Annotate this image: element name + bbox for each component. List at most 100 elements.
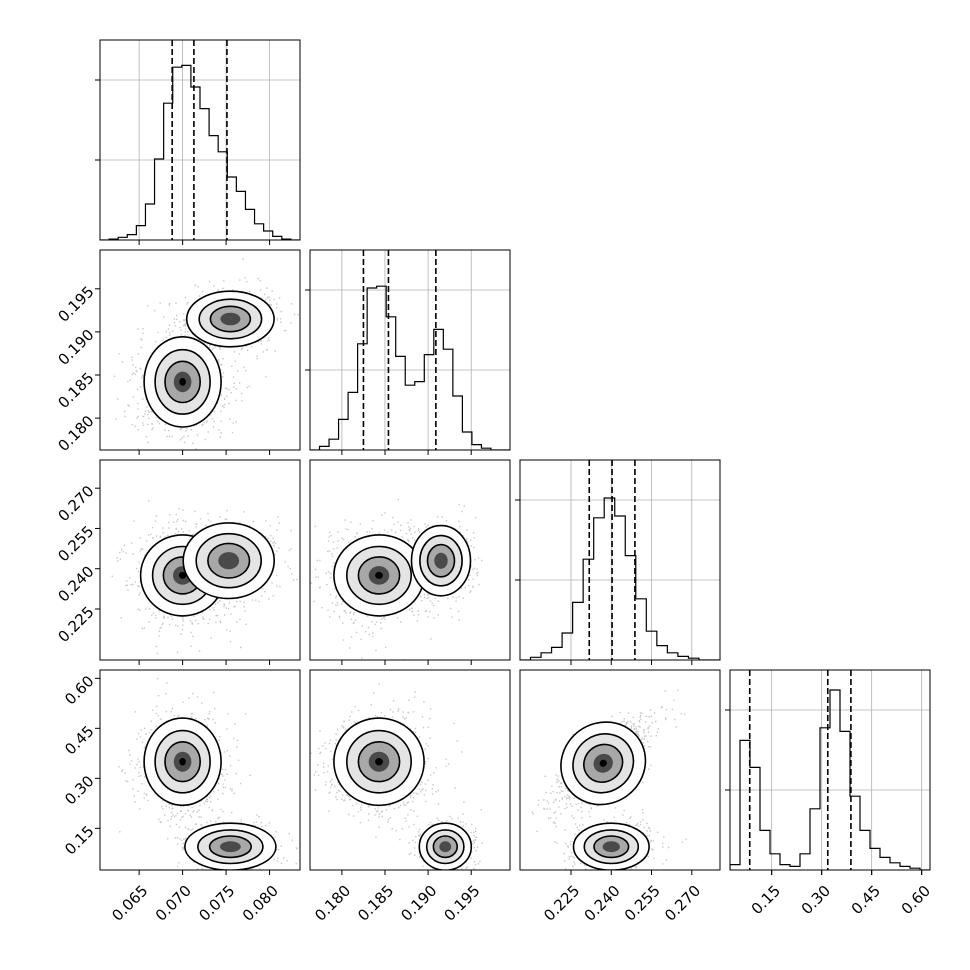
density-fill [375,758,383,766]
axes-frame [519,459,721,661]
y-tick-label: 0.190 [54,326,97,369]
histogram-line [520,497,720,660]
y-tick-label: 0.270 [54,482,97,525]
density-fill [220,312,241,326]
contour-line [345,545,413,606]
scatter-panel-1-3 [111,500,298,655]
density-mode-2 [572,822,650,870]
contour-line [195,532,262,589]
density-mode-1 [333,534,425,617]
density-mode-2 [418,822,473,870]
x-tick-label: 0.190 [397,882,440,925]
contour-line [418,822,473,870]
density-fill [434,552,448,569]
y-tick-label: 0.15 [61,822,97,858]
contour-line [143,717,222,807]
density-mode-2 [410,524,472,597]
axes-frame [519,669,721,871]
contour-line [410,524,472,597]
contour-line [154,729,211,794]
x-tick-label: 0.065 [108,882,151,925]
contour-line [333,717,425,807]
axes-frame [99,249,301,451]
density-fill [179,378,186,386]
contour-line [154,348,211,415]
density-fill [220,841,241,853]
x-tick-label: 0.270 [661,882,704,925]
histogram-panel-2 [310,250,510,450]
contour-line [572,733,635,794]
x-tick-label: 0.070 [152,882,195,925]
density-fill [599,759,607,767]
density-fill [375,571,383,579]
y-tick-label: 0.45 [61,722,97,758]
histogram-line [310,285,510,450]
y-tick-label: 0.30 [61,772,97,808]
y-tick-label: 0.225 [54,603,97,646]
contour-line [419,534,463,587]
axes-frame [309,669,511,871]
density-fill [439,841,452,853]
y-tick-label: 0.240 [54,563,97,606]
scatter-panel-1-2 [113,258,299,450]
histogram-line [730,689,930,870]
axes-frame [729,669,931,871]
x-tick-label: 0.080 [239,882,282,925]
scatter-panel-1-4 [118,678,300,870]
axes-frame [99,39,301,241]
density-mode-2 [182,522,275,600]
histogram-panel-3 [520,460,720,660]
histogram-panel-1 [100,40,300,240]
contour-line [425,829,465,865]
contour-line [593,835,630,859]
contour-line [184,822,277,870]
y-tick-label: 0.255 [54,522,97,565]
axes-frame [309,249,511,451]
contour-line [182,522,275,600]
contour-line [560,721,647,806]
x-tick-label: 0.225 [540,882,583,925]
y-tick-label: 0.185 [54,369,97,412]
x-tick-label: 0.180 [311,882,354,925]
contour-line [432,835,458,859]
y-tick-label: 0.195 [54,283,97,326]
density-fill [179,758,186,766]
scatter-panel-2-3 [310,498,483,660]
contour-line [208,835,252,859]
density-fill [602,841,620,853]
x-tick-label: 0.185 [354,882,397,925]
density-fill [179,571,187,579]
axes-frame [309,459,511,661]
contour-line [164,741,202,783]
y-tick-label: 0.60 [61,672,97,708]
contour-line [583,829,640,865]
scatter-panel-3-4 [531,689,687,870]
density-mode-2 [184,822,277,870]
contour-line [185,290,275,348]
density-mode-1 [143,717,222,807]
contour-line [209,305,252,333]
axes-frame [99,459,301,661]
contour-line [426,543,456,578]
y-tick-label: 0.180 [54,412,97,455]
contour-line [164,360,202,404]
scatter-panel-2-4 [310,683,483,870]
contour-line [357,741,401,783]
contour-line [143,335,222,428]
density-mode-2 [185,290,275,348]
x-tick-label: 0.60 [898,882,934,918]
contour-line [572,822,650,870]
histogram-line [100,64,300,240]
contour-line [357,556,401,595]
x-tick-label: 0.45 [848,882,884,918]
contour-line [583,743,624,783]
contour-line [198,298,263,340]
density-mode-1 [143,335,222,428]
density-mode-1 [560,721,647,806]
x-tick-label: 0.15 [748,882,784,918]
contour-line [345,729,413,794]
axes-frame [99,669,301,871]
contour-line [207,542,251,579]
x-tick-label: 0.195 [440,882,483,925]
